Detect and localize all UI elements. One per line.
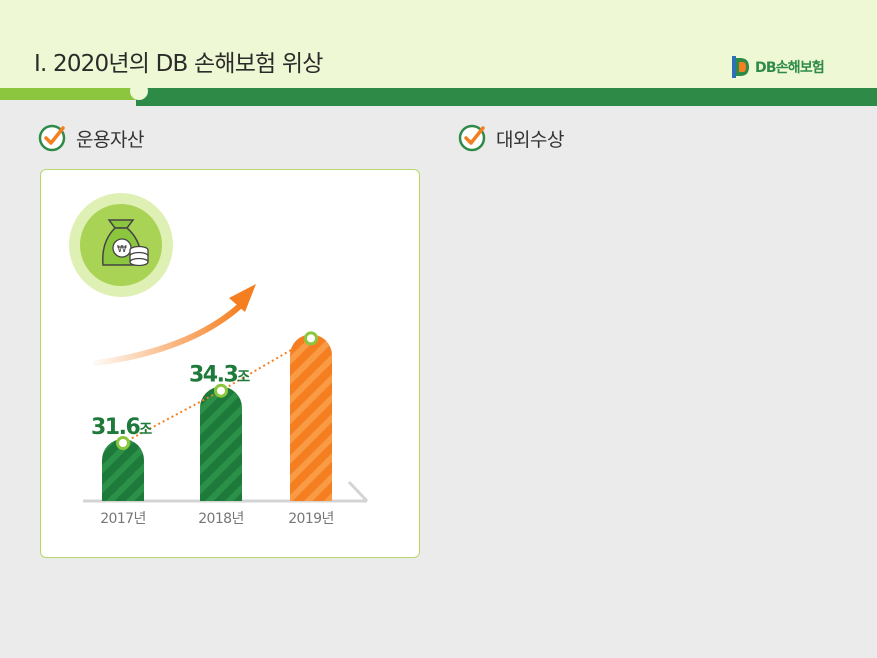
logo-text: DB손해보험 — [755, 60, 825, 76]
section-awards-title: 대외수상 — [496, 128, 564, 151]
data-label: 34.3조 — [189, 363, 250, 388]
asset-chart-card: ₩ 2017년 31.6조 2018년 34.3조 2019년 — [40, 169, 420, 558]
page-title: Ⅰ. 2020년의 DB 손해보험 위상 — [34, 51, 323, 77]
chart-point — [304, 331, 318, 346]
header-bar-notch — [130, 82, 148, 100]
section-assets-heading: 운용자산 — [38, 123, 144, 153]
asset-bar-chart: ₩ 2017년 31.6조 2018년 34.3조 2019년 — [69, 193, 369, 527]
x-tick-label: 2017년 — [100, 511, 146, 527]
x-tick-label: 2018년 — [198, 511, 244, 527]
chart-bar — [290, 334, 332, 501]
section-assets-title: 운용자산 — [76, 128, 144, 151]
money-bag-icon: ₩ — [69, 193, 173, 297]
svg-text:₩: ₩ — [117, 244, 127, 255]
company-logo: DB손해보험 — [731, 52, 825, 82]
header-divider-bar — [136, 88, 877, 106]
header-banner — [0, 0, 877, 88]
section-awards-heading: 대외수상 — [458, 123, 564, 153]
db-logo-icon — [732, 56, 749, 78]
header-accent-bar — [0, 88, 142, 100]
data-label: 31.6조 — [91, 415, 152, 440]
x-tick-label: 2019년 — [288, 511, 334, 527]
growth-arrow-icon — [93, 284, 256, 366]
check-circle-icon — [458, 124, 486, 152]
check-circle-icon — [38, 124, 66, 152]
chart-bar — [200, 386, 242, 501]
chart-point — [116, 436, 130, 450]
chart-bar — [102, 439, 144, 501]
chart-point — [214, 383, 228, 398]
